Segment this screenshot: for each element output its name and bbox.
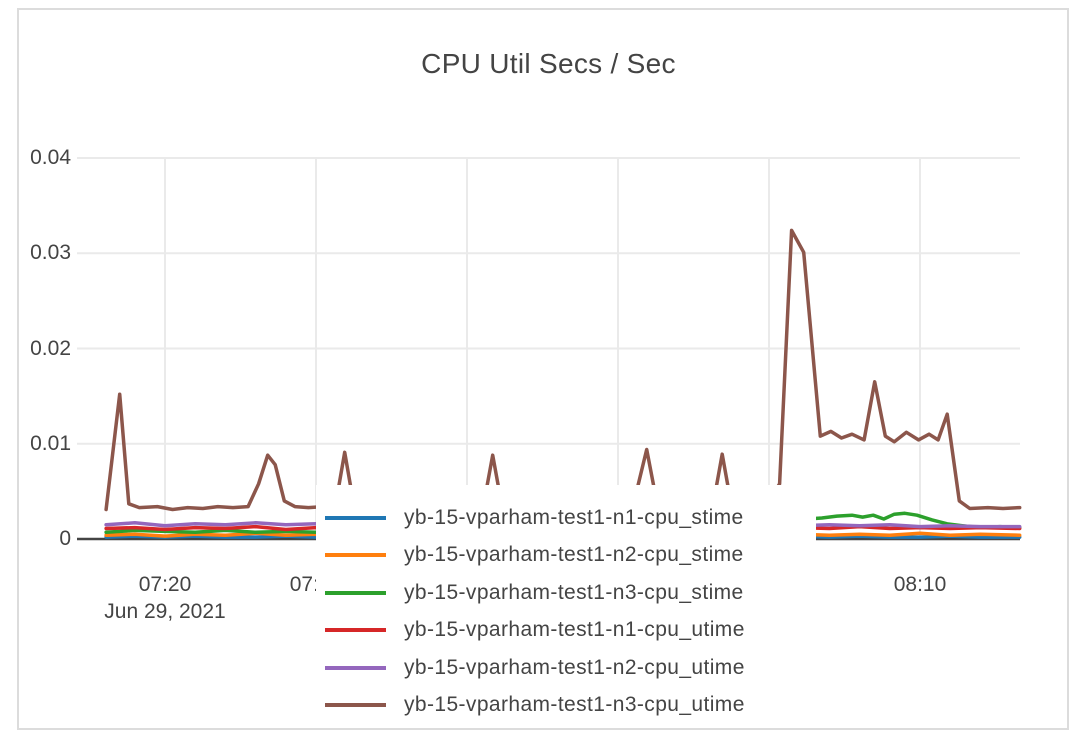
legend-item-label: yb-15-vparham-test1-n1-cpu_utime bbox=[404, 618, 745, 642]
chart-card: CPU Util Secs / Sec 0 0.01 0.02 0.03 0.04 07… bbox=[17, 8, 1069, 730]
x-tick-label: 08:10 bbox=[893, 573, 947, 596]
legend-swatch-icon bbox=[325, 703, 386, 708]
legend-item-label: yb-15-vparham-test1-n2-cpu_stime bbox=[404, 543, 744, 567]
x-axis-date-label: Jun 29, 2021 bbox=[104, 600, 226, 623]
y-tick-label: 0.01 bbox=[30, 431, 71, 455]
legend-swatch-icon bbox=[325, 590, 386, 595]
y-tick-label: 0.04 bbox=[30, 146, 71, 169]
legend-item[interactable]: yb-15-vparham-test1-n1-cpu_stime bbox=[316, 499, 816, 537]
legend: yb-15-vparham-test1-n1-cpu_stime yb-15-vp… bbox=[316, 485, 816, 723]
series-line-yb-15-vparham-test1-n3-cpu_utime[interactable] bbox=[104, 228, 1022, 512]
chart-title: CPU Util Secs / Sec bbox=[421, 48, 676, 79]
legend-item-label: yb-15-vparham-test1-n3-cpu_stime bbox=[404, 580, 744, 604]
legend-item[interactable]: yb-15-vparham-test1-n3-cpu_utime bbox=[316, 687, 816, 725]
legend-item-label: yb-15-vparham-test1-n3-cpu_utime bbox=[404, 693, 745, 717]
legend-item[interactable]: yb-15-vparham-test1-n1-cpu_utime bbox=[316, 612, 816, 650]
legend-item-label: yb-15-vparham-test1-n2-cpu_utime bbox=[404, 655, 745, 679]
y-tick-label: 0.02 bbox=[30, 336, 71, 360]
legend-item-label: yb-15-vparham-test1-n1-cpu_stime bbox=[404, 505, 744, 529]
legend-swatch-icon bbox=[325, 553, 386, 558]
legend-swatch-icon bbox=[325, 515, 386, 520]
y-tick-label: 0 bbox=[59, 527, 71, 550]
legend-swatch-icon bbox=[325, 665, 386, 670]
legend-item[interactable]: yb-15-vparham-test1-n2-cpu_utime bbox=[316, 649, 816, 687]
legend-item[interactable]: yb-15-vparham-test1-n2-cpu_stime bbox=[316, 537, 816, 575]
legend-swatch-icon bbox=[325, 628, 386, 633]
y-tick-label: 0.03 bbox=[30, 241, 71, 265]
x-tick-label: 07:20 bbox=[138, 573, 192, 596]
legend-item[interactable]: yb-15-vparham-test1-n3-cpu_stime bbox=[316, 574, 816, 612]
